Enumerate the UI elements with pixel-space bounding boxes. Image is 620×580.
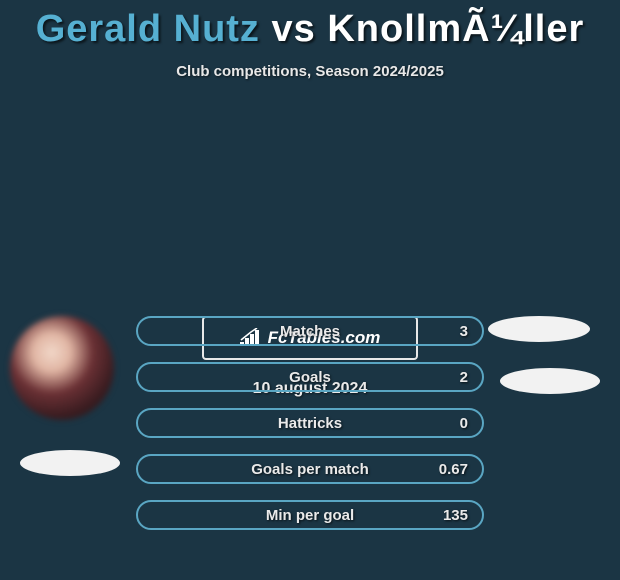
title-player1: Gerald Nutz (36, 8, 260, 50)
title-vs: vs (272, 8, 316, 50)
stat-label: Hattricks (278, 415, 342, 432)
player1-shadow-ellipse (20, 450, 120, 476)
player2-ellipse-2 (500, 368, 600, 394)
subtitle: Club competitions, Season 2024/2025 (0, 63, 620, 80)
stat-value: 0 (460, 415, 468, 432)
stat-label: Goals (289, 369, 331, 386)
stat-value: 2 (460, 369, 468, 386)
widget-root: Gerald Nutz vs KnollmÃ¼ller Club competi… (0, 0, 620, 580)
stat-label: Matches (280, 323, 340, 340)
stat-value: 135 (443, 507, 468, 524)
stat-label: Min per goal (266, 507, 354, 524)
page-title: Gerald Nutz vs KnollmÃ¼ller (0, 8, 620, 51)
player1-avatar (10, 316, 114, 420)
stat-row: Goals 2 (136, 362, 484, 392)
stat-label: Goals per match (251, 461, 369, 478)
stats-bars: Matches 3 Goals 2 Hattricks 0 Goals per … (136, 316, 484, 546)
stat-row: Matches 3 (136, 316, 484, 346)
stat-row: Min per goal 135 (136, 500, 484, 530)
title-player2: KnollmÃ¼ller (327, 8, 584, 50)
stat-value: 0.67 (439, 461, 468, 478)
stat-value: 3 (460, 323, 468, 340)
player2-ellipse-1 (488, 316, 590, 342)
comparison-layout: Matches 3 Goals 2 Hattricks 0 Goals per … (0, 316, 620, 398)
stat-row: Goals per match 0.67 (136, 454, 484, 484)
stat-row: Hattricks 0 (136, 408, 484, 438)
